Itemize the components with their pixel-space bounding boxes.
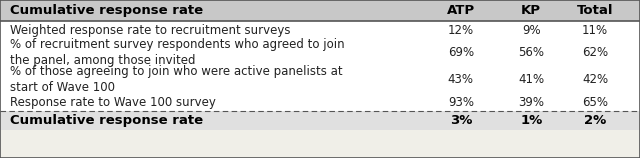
Text: Total: Total	[577, 4, 614, 17]
Text: 2%: 2%	[584, 114, 606, 127]
Text: 9%: 9%	[522, 24, 541, 37]
Text: 62%: 62%	[582, 46, 608, 59]
Text: KP: KP	[521, 4, 541, 17]
Text: 1%: 1%	[520, 114, 542, 127]
Text: 69%: 69%	[448, 46, 474, 59]
Text: 3%: 3%	[450, 114, 472, 127]
Text: 56%: 56%	[518, 46, 544, 59]
Bar	[0, 0, 640, 21]
Bar	[0, 21, 640, 40]
Bar	[0, 93, 640, 111]
Text: % of recruitment survey respondents who agreed to join
the panel, among those in: % of recruitment survey respondents who …	[10, 38, 344, 67]
Text: Cumulative response rate: Cumulative response rate	[10, 4, 203, 17]
Text: Weighted response rate to recruitment surveys: Weighted response rate to recruitment su…	[10, 24, 290, 37]
Text: 65%: 65%	[582, 96, 608, 109]
Text: 93%: 93%	[448, 96, 474, 109]
Bar	[0, 111, 640, 130]
Text: 39%: 39%	[518, 96, 544, 109]
Text: 43%: 43%	[448, 73, 474, 86]
Text: % of those agreeing to join who were active panelists at
start of Wave 100: % of those agreeing to join who were act…	[10, 65, 342, 94]
Text: Response rate to Wave 100 survey: Response rate to Wave 100 survey	[10, 96, 216, 109]
Text: 41%: 41%	[518, 73, 544, 86]
Text: 12%: 12%	[448, 24, 474, 37]
Bar	[0, 40, 640, 66]
Text: ATP: ATP	[447, 4, 475, 17]
Text: 42%: 42%	[582, 73, 608, 86]
Text: 11%: 11%	[582, 24, 608, 37]
Bar	[0, 66, 640, 93]
Text: Cumulative response rate: Cumulative response rate	[10, 114, 203, 127]
